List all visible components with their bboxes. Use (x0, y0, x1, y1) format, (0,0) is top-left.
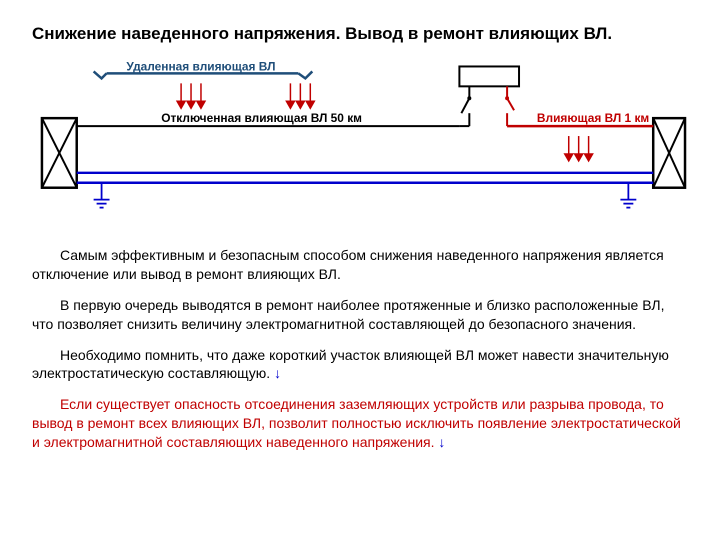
arrow-down-icon: ↓ (438, 434, 445, 450)
disconnected-line-label: Отключенная влияющая ВЛ 50 км (161, 111, 362, 125)
body-text: Самым эффективным и безопасным способом … (32, 246, 688, 452)
paragraph-4-warning: Если существует опасность отсоединения з… (32, 395, 688, 452)
active-line-label: Влияющая ВЛ 1 км (537, 111, 649, 125)
page-title: Снижение наведенного напряжения. Вывод в… (32, 24, 688, 44)
wiring-diagram: Удаленная влияющая ВЛ Отключенная влияющ… (32, 58, 688, 228)
remote-line-right-end (298, 71, 312, 78)
remote-line-label: Удаленная влияющая ВЛ (126, 59, 275, 73)
ground-right (620, 183, 636, 208)
open-switch-left (461, 98, 469, 113)
closed-switch-right (507, 98, 514, 110)
remote-line-left-end (94, 71, 107, 78)
paragraph-1: Самым эффективным и безопасным способом … (32, 246, 688, 284)
ground-left (94, 183, 110, 208)
remote-arrows-2 (286, 83, 314, 108)
arrow-down-icon: ↓ (274, 365, 281, 381)
remote-arrows-1 (177, 83, 205, 108)
paragraph-2: В первую очередь выводятся в ремонт наиб… (32, 296, 688, 334)
paragraph-3: Необходимо помнить, что даже короткий уч… (32, 346, 688, 384)
switch-box (459, 66, 519, 86)
active-arrows (565, 136, 593, 161)
